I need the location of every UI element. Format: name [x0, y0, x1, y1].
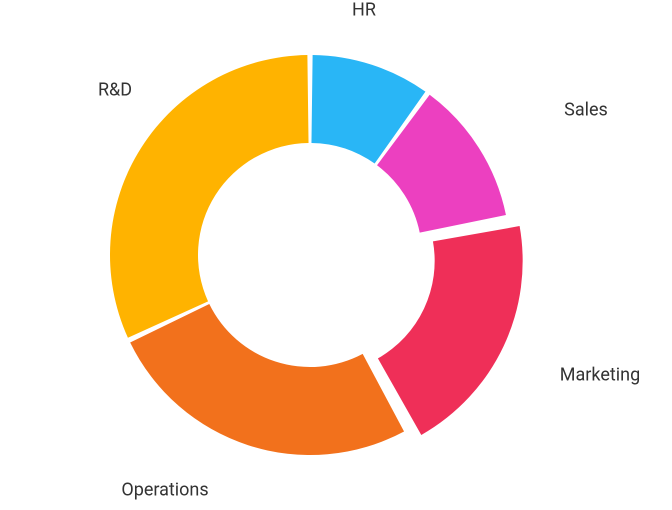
donut-chart: HRSalesMarketingOperationsR&D	[0, 0, 672, 510]
donut-slice	[130, 304, 404, 455]
donut-svg	[0, 0, 672, 510]
donut-slice	[110, 55, 309, 338]
donut-slice	[378, 226, 523, 435]
